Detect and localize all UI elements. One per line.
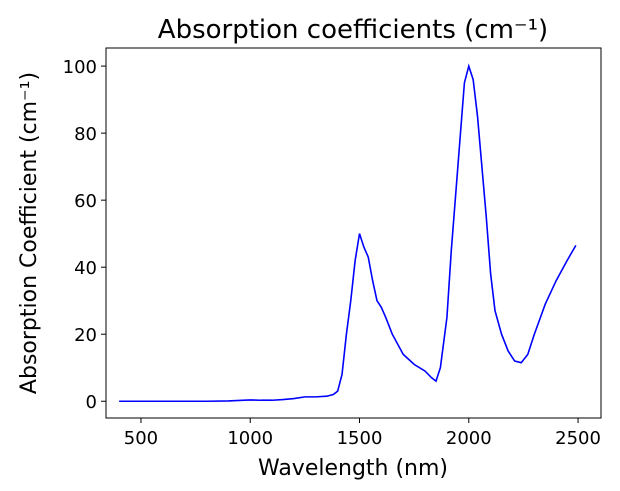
y-axis-label: Absorption Coefficient (cm⁻¹) bbox=[17, 72, 42, 394]
x-tick-label: 1500 bbox=[337, 428, 383, 449]
chart-title: Absorption coefficients (cm⁻¹) bbox=[158, 15, 548, 45]
x-tick-label: 1000 bbox=[227, 428, 273, 449]
y-tick-label: 100 bbox=[63, 57, 97, 78]
data-line bbox=[119, 63, 577, 403]
y-tick-label: 80 bbox=[74, 124, 97, 145]
y-tick-label: 60 bbox=[74, 191, 97, 212]
y-tick-label: 20 bbox=[74, 325, 97, 346]
plot-frame bbox=[105, 47, 602, 419]
x-tick-label: 2000 bbox=[446, 428, 492, 449]
x-tick-label: 500 bbox=[124, 428, 158, 449]
x-axis-label: Wavelength (nm) bbox=[258, 456, 448, 481]
x-tick-label: 2500 bbox=[555, 428, 601, 449]
y-tick-label: 0 bbox=[86, 392, 97, 413]
y-tick-label: 40 bbox=[74, 258, 97, 279]
